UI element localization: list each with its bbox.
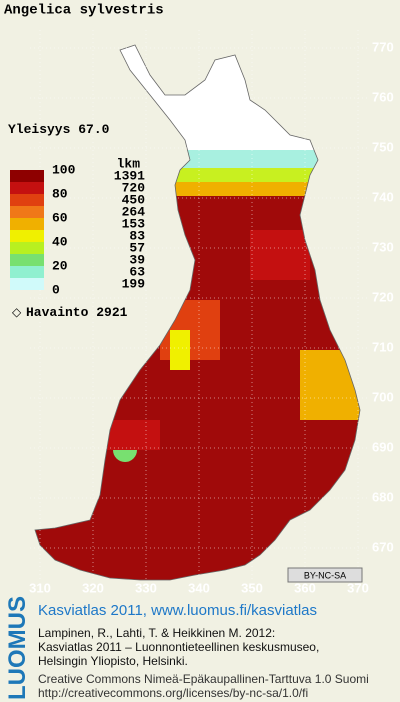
legend-swatch (10, 230, 44, 242)
x-label: 360 (294, 580, 316, 595)
legend-count: 264 (122, 204, 146, 219)
legend-swatch (10, 266, 44, 278)
legend-swatch (10, 182, 44, 194)
x-label: 320 (82, 580, 104, 595)
legend-swatch (10, 242, 44, 254)
legend-swatch (10, 170, 44, 182)
legend-swatch (10, 206, 44, 218)
x-label: 310 (29, 580, 51, 595)
legend-swatch (10, 218, 44, 230)
license-url: http://creativecommons.org/licenses/by-n… (38, 686, 309, 700)
citation: Lampinen, R., Lahti, T. & Heikkinen M. 2… (38, 626, 276, 640)
y-label: 680 (372, 489, 394, 504)
site: Kasviatlas 2011, www.luomus.fi/kasviatla… (38, 602, 318, 619)
y-label: 720 (372, 289, 394, 304)
legend-scale: 0 (52, 282, 60, 297)
legend-count: 63 (129, 264, 145, 279)
legend-count: 450 (122, 192, 146, 207)
citation: Kasviatlas 2011 – Luonnontieteellinen ke… (38, 640, 320, 654)
legend-scale: 80 (52, 186, 68, 201)
x-label: 370 (347, 580, 369, 595)
license: Creative Commons Nimeä-Epäkaupallinen-Ta… (38, 672, 369, 686)
observation-count: Havainto 2921 (26, 305, 128, 320)
y-label: 750 (372, 139, 394, 154)
y-label: 760 (372, 89, 394, 104)
legend-count-header: lkm (117, 156, 141, 171)
legend-count: 1391 (114, 168, 145, 183)
legend-count: 720 (122, 180, 146, 195)
y-label: 740 (372, 189, 394, 204)
legend-count: 199 (122, 276, 146, 291)
legend-scale: 40 (52, 234, 68, 249)
frequency-label: Yleisyys 67.0 (8, 122, 110, 137)
legend-count: 83 (129, 228, 145, 243)
legend-scale: 20 (52, 258, 68, 273)
legend-swatch (10, 194, 44, 206)
logo-text: LUOMUS (4, 596, 31, 700)
legend-count: 57 (129, 240, 145, 255)
y-label: 700 (372, 389, 394, 404)
map: 770 760 750 740 730 720 710 700 690 680 670 310 320 3… (4, 3, 394, 595)
map-fill (35, 45, 360, 580)
legend-count: 39 (129, 252, 145, 267)
legend-swatch (10, 254, 44, 266)
citation: Helsingin Yliopisto, Helsinki. (38, 654, 188, 668)
species-title: Angelica sylvestris (4, 3, 164, 19)
legend-scale: 60 (52, 210, 68, 225)
logo: LUOMUS (0, 596, 34, 702)
y-label: 770 (372, 39, 394, 54)
x-label: 340 (188, 580, 210, 595)
y-label: 710 (372, 339, 394, 354)
legend-count: 153 (122, 216, 146, 231)
license-badge-text: BY-NC-SA (304, 570, 346, 580)
y-label: 730 (372, 239, 394, 254)
license-badge (287, 567, 363, 583)
x-label: 330 (135, 580, 157, 595)
observation-symbol: ◇ (12, 305, 22, 319)
legend-swatch (10, 278, 44, 290)
legend-scale: 100 (52, 162, 76, 177)
grid: 770 760 750 740 730 720 710 700 690 680 670 310 320 3… (29, 30, 394, 595)
y-label: 690 (372, 439, 394, 454)
x-label: 350 (241, 580, 263, 595)
y-label: 670 (372, 539, 394, 554)
